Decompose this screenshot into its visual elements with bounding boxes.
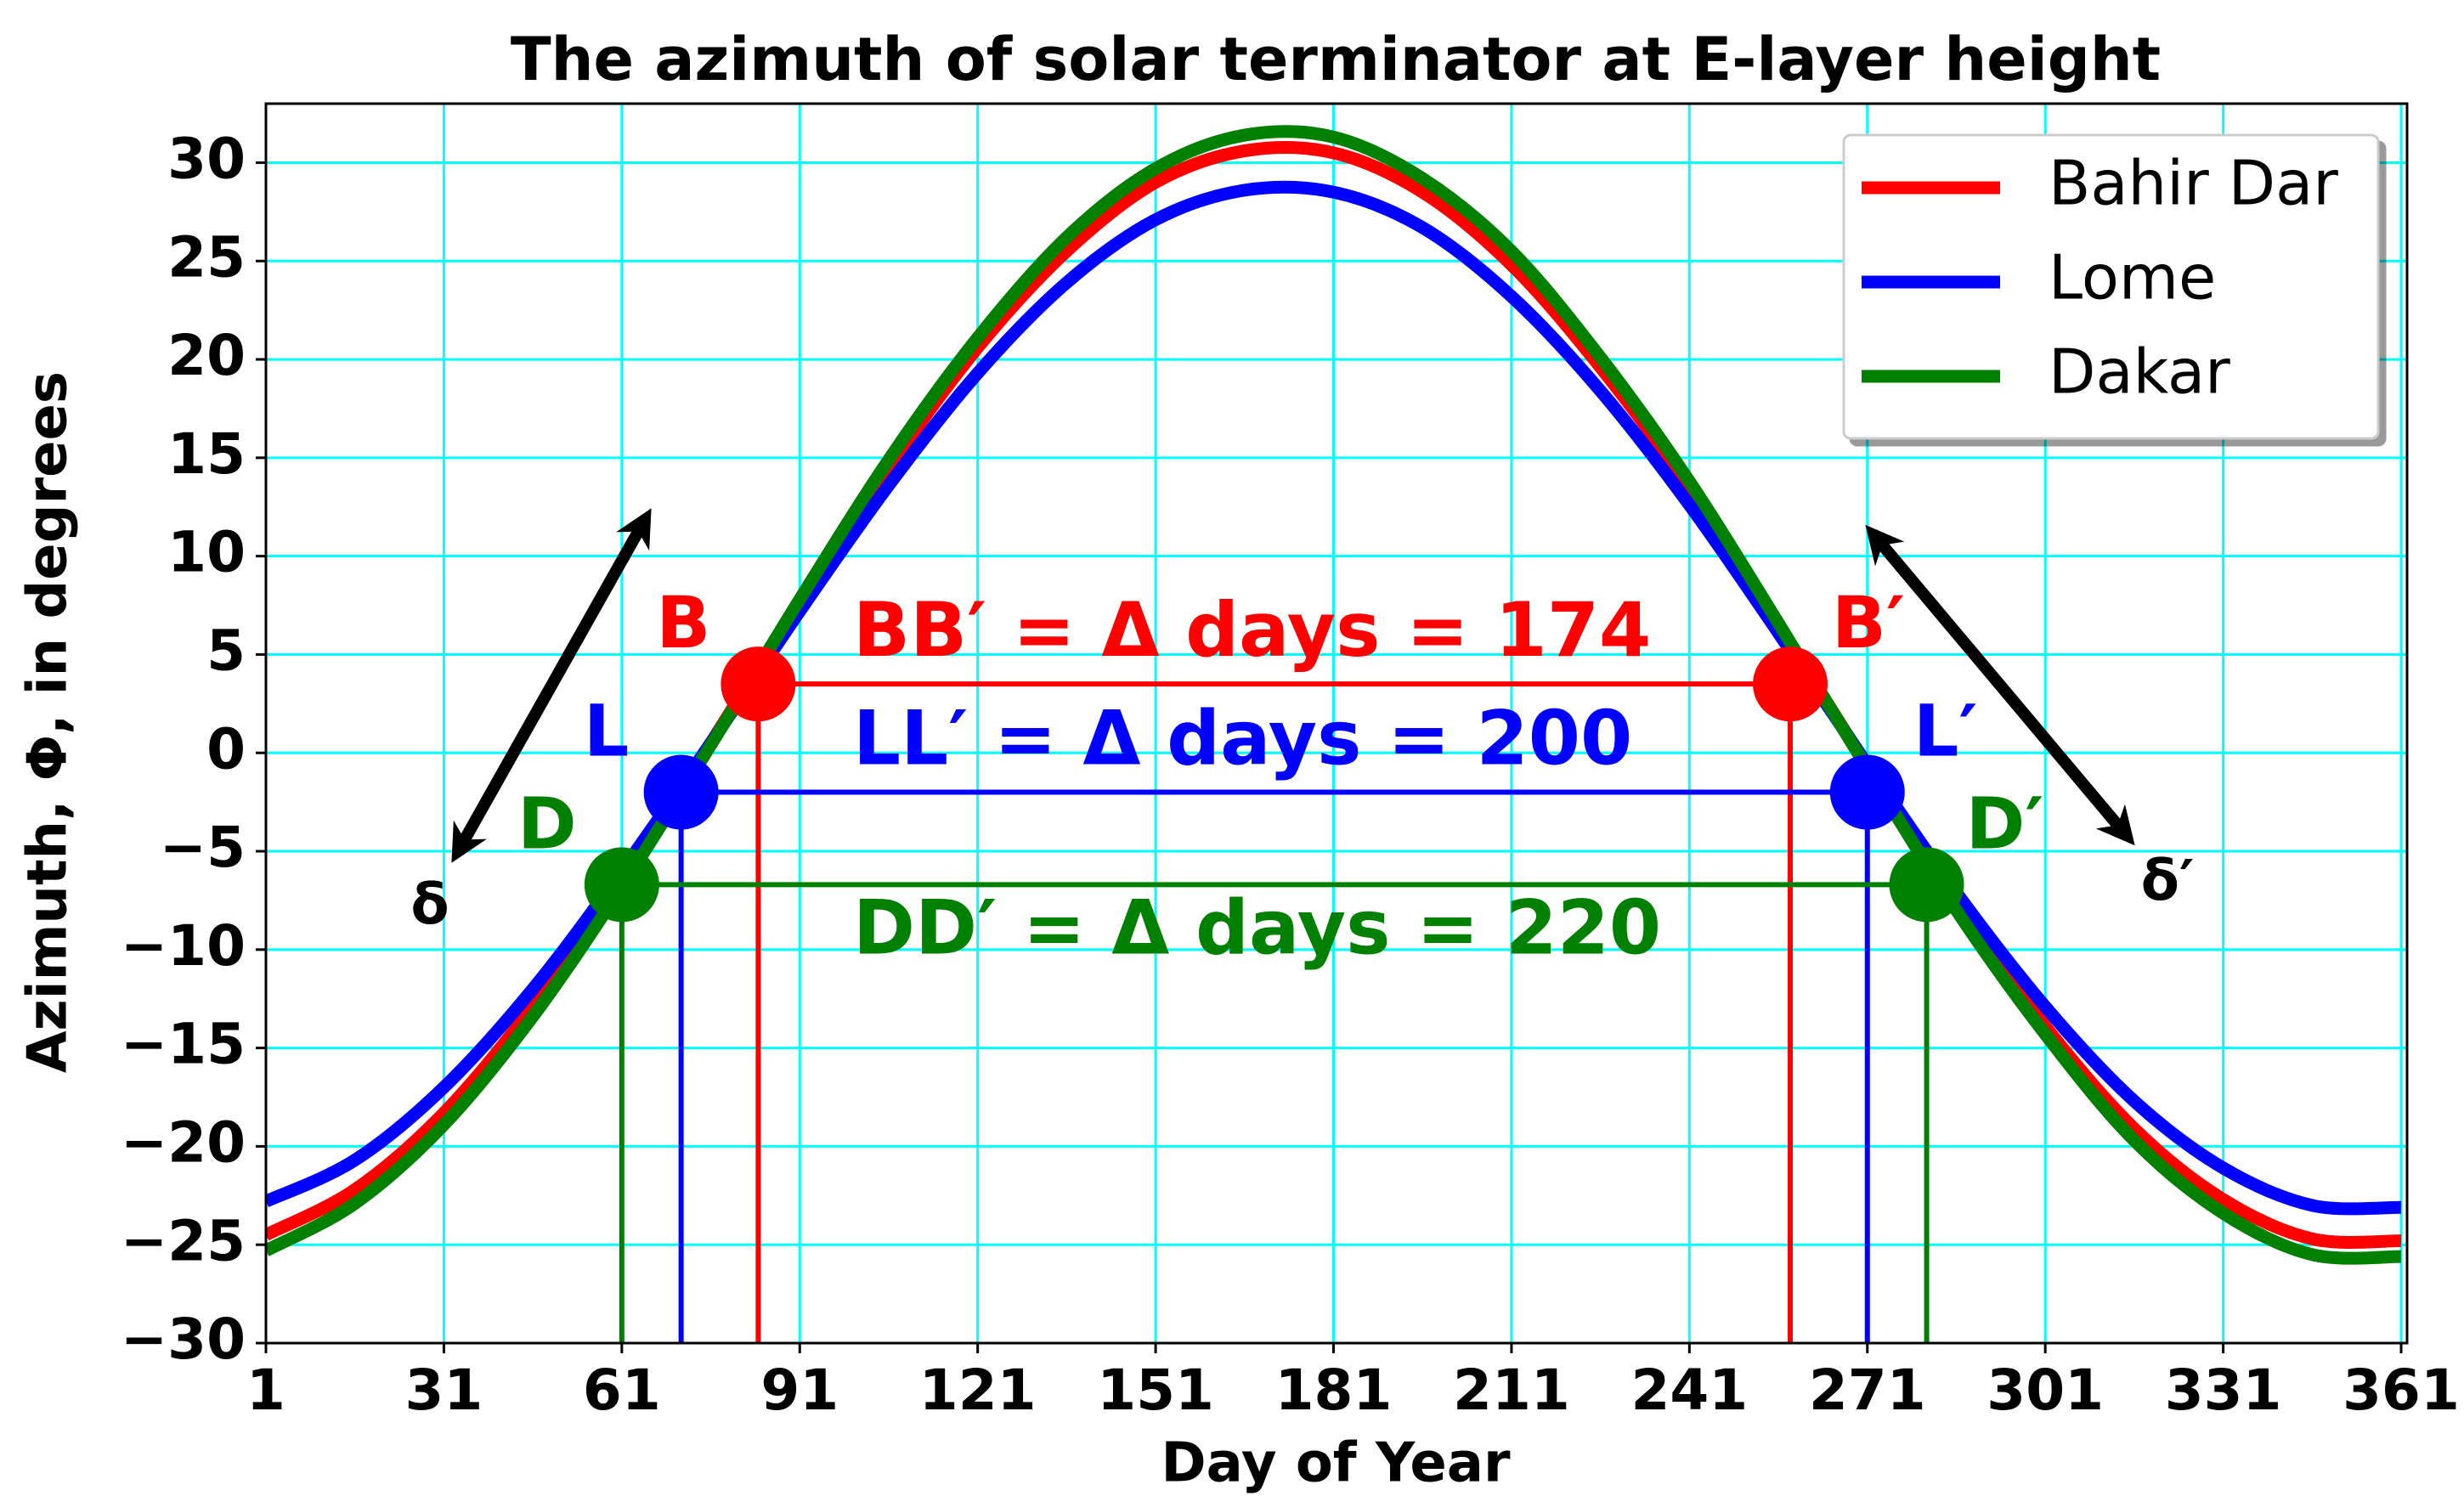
arrow <box>451 508 652 863</box>
legend-label: Bahir Dar <box>2049 148 2338 219</box>
point-label: L <box>584 689 630 772</box>
x-tick-label: 181 <box>1275 1358 1393 1423</box>
point-marker <box>721 646 796 722</box>
y-axis-label: Azimuth, Φ, in degrees <box>17 371 80 1073</box>
x-tick-label: 121 <box>919 1358 1037 1423</box>
legend-label: Lome <box>2049 242 2216 313</box>
interval-label: BB′ = Δ days = 174 <box>853 586 1651 674</box>
y-tick-label: −20 <box>121 1109 246 1175</box>
y-tick-label: 15 <box>167 421 246 487</box>
y-tick-label: −5 <box>160 815 246 880</box>
interval-label: DD′ = Δ days = 220 <box>853 883 1661 971</box>
point-label: D′ <box>1966 782 2044 865</box>
y-tick-label: −30 <box>121 1307 246 1372</box>
y-tick-label: −10 <box>121 913 246 979</box>
point-marker <box>1753 646 1828 722</box>
x-tick-label: 1 <box>246 1358 285 1423</box>
y-tick-label: 20 <box>167 323 246 388</box>
point-label: D <box>517 782 577 865</box>
x-tick-label: 211 <box>1453 1358 1570 1423</box>
y-tick-label: −25 <box>121 1208 246 1273</box>
x-tick-label: 91 <box>760 1358 839 1423</box>
x-tick-label: 61 <box>583 1358 661 1423</box>
point-label: B′ <box>1832 581 1905 664</box>
x-tick-label: 271 <box>1809 1358 1926 1423</box>
point-label: B <box>656 581 710 664</box>
interval-label: LL′ = Δ days = 200 <box>853 694 1632 782</box>
x-tick-label: 361 <box>2342 1358 2460 1423</box>
x-tick-label: 151 <box>1097 1358 1214 1423</box>
y-tick-label: −15 <box>121 1012 246 1077</box>
arrow-label: δ′ <box>2141 848 2195 913</box>
arrow-label: δ <box>410 872 449 937</box>
y-tick-label: 0 <box>206 716 246 782</box>
y-tick-label: 10 <box>167 520 246 585</box>
point-marker <box>584 847 659 923</box>
x-axis-label: Day of Year <box>1161 1432 1511 1495</box>
point-marker <box>1829 754 1905 830</box>
x-tick-label: 31 <box>404 1358 483 1423</box>
x-tick-label: 331 <box>2165 1358 2282 1423</box>
point-marker <box>1889 847 1964 923</box>
y-tick-label: 25 <box>167 224 246 290</box>
point-marker <box>643 754 719 830</box>
arrow <box>1865 524 2135 846</box>
point-label: L′ <box>1913 689 1978 772</box>
x-tick-label: 241 <box>1630 1358 1748 1423</box>
legend-box <box>1842 133 2380 440</box>
y-tick-label: 5 <box>206 618 246 684</box>
chart-title: The azimuth of solar terminator at E-lay… <box>511 25 2161 94</box>
y-tick-label: 30 <box>167 127 246 192</box>
legend-label: Dakar <box>2049 336 2230 408</box>
plot-frame <box>264 102 2409 1345</box>
x-tick-label: 301 <box>1986 1358 2104 1423</box>
